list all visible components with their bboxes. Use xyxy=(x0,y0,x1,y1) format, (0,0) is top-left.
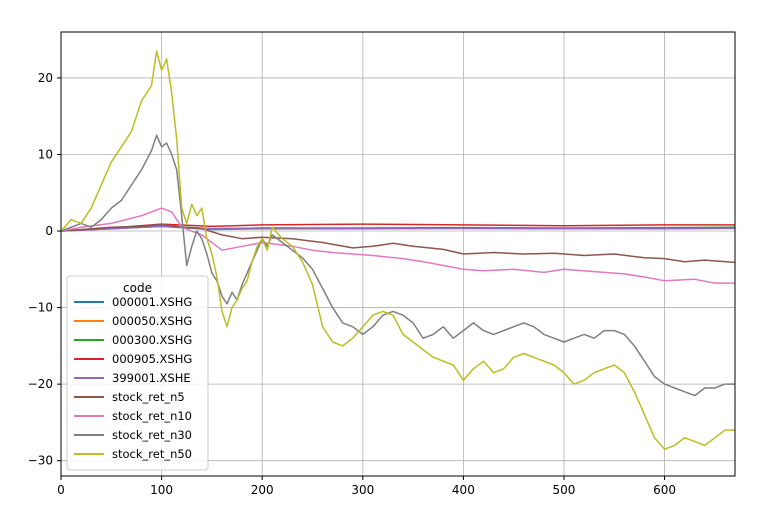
legend-label: 000905.XSHG xyxy=(112,352,192,366)
legend-label: 000001.XSHG xyxy=(112,295,192,309)
legend-label: stock_ret_n30 xyxy=(112,428,192,442)
x-tick-label: 300 xyxy=(351,483,374,497)
legend-label: 000050.XSHG xyxy=(112,314,192,328)
series-lines xyxy=(60,50,736,450)
y-tick-label: 0 xyxy=(45,224,53,238)
x-tick-label: 100 xyxy=(150,483,173,497)
legend-label: 000300.XSHG xyxy=(112,333,192,347)
x-tick-label: 400 xyxy=(452,483,475,497)
legend-label: stock_ret_n50 xyxy=(112,447,192,461)
y-tick-label: −20 xyxy=(28,377,53,391)
series-line-stock_ret_n50 xyxy=(60,50,735,450)
series-line-stock_ret_n30 xyxy=(60,134,735,397)
x-tick-label: 200 xyxy=(251,483,274,497)
y-tick-label: 20 xyxy=(38,71,53,85)
x-tick-label: 0 xyxy=(57,483,65,497)
series-line-stock_ret_n5 xyxy=(60,223,736,264)
legend-label: 399001.XSHE xyxy=(112,371,191,385)
legend-box xyxy=(66,275,209,471)
y-tick-label: −30 xyxy=(28,454,53,468)
x-tick-label: 600 xyxy=(653,483,676,497)
x-tick-label: 500 xyxy=(553,483,576,497)
legend: code 000001.XSHG 000050.XSHG 000300.XSHG 00… xyxy=(66,275,209,471)
legend-title: code xyxy=(123,281,152,295)
legend-label: stock_ret_n10 xyxy=(112,409,192,423)
legend-label: stock_ret_n5 xyxy=(112,390,185,404)
y-tick-label: −10 xyxy=(28,301,53,315)
y-tick-label: 10 xyxy=(38,147,53,161)
axis-ticks: 0 100 200 300 400 500 600 −30 −20 −10 0 10 20 xyxy=(28,71,676,497)
plot-frame xyxy=(60,31,736,477)
series-line-stock_ret_n10 xyxy=(60,207,735,284)
series-line-399001.XSHE xyxy=(60,225,736,232)
